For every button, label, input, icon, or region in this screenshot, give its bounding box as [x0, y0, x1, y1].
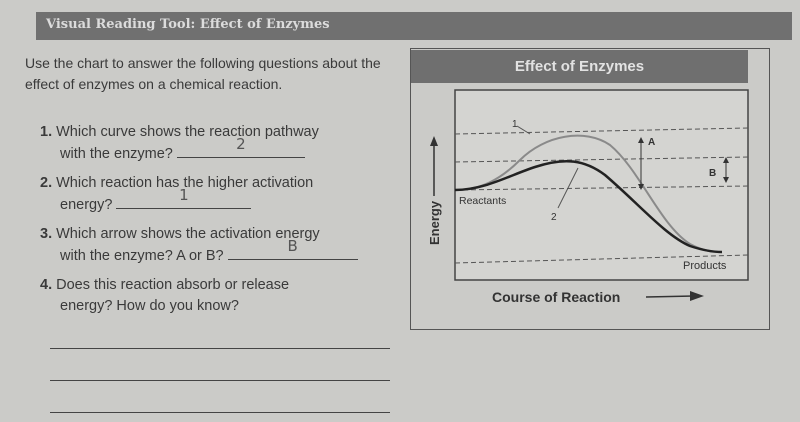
question-text: Which curve shows the reaction pathway [56, 124, 319, 140]
curve-2-label: 2 [551, 212, 557, 223]
question-4: 4. Does this reaction absorb or release … [40, 275, 289, 317]
curve-1-label: 1 [512, 119, 518, 130]
handwritten-answer: 1 [179, 186, 189, 204]
answer-line[interactable] [50, 412, 390, 413]
arrow-b-heads [723, 157, 729, 183]
x-axis-label: Course of Reaction [492, 289, 620, 305]
y-axis-label: Energy [427, 200, 442, 245]
diagram-box [410, 48, 770, 330]
answer-line[interactable] [50, 380, 390, 381]
dashed-line-peak-2 [454, 156, 749, 163]
question-text: Does this reaction absorb or release [56, 277, 290, 293]
arrow-a-label: A [648, 137, 655, 148]
products-label: Products [683, 260, 727, 272]
question-text: energy? [60, 197, 113, 213]
diagram-title-bar: Effect of Enzymes [411, 50, 748, 83]
x-axis-arrow [645, 295, 695, 298]
handwritten-answer: B [287, 237, 298, 255]
x-axis-arrowhead [690, 291, 704, 301]
question-number: 1. [40, 124, 53, 140]
question-2: 2. Which reaction has the higher activat… [40, 173, 313, 216]
question-text: Which arrow shows the activation energy [56, 226, 320, 242]
question-number: 2. [40, 175, 53, 191]
question-1: 1. Which curve shows the reaction pathwa… [40, 122, 319, 165]
answer-line[interactable] [50, 348, 390, 349]
section-header: Visual Reading Tool: Effect of Enzymes [36, 12, 792, 40]
handwritten-answer: 2 [236, 135, 246, 153]
question-3: 3. Which arrow shows the activation ener… [40, 224, 358, 267]
intro-text: Use the chart to answer the following qu… [25, 55, 381, 92]
question-number: 3. [40, 226, 53, 242]
arrow-a-heads [638, 137, 644, 190]
curve-2 [454, 160, 723, 254]
question-text: with the enzyme? A or B? [60, 248, 224, 264]
dashed-line-products [454, 254, 749, 264]
answer-field[interactable]: B [227, 237, 358, 260]
y-axis-arrowhead [430, 136, 438, 146]
dashed-line-peak-1 [454, 127, 749, 135]
question-number: 4. [40, 277, 53, 293]
arrow-b-label: B [709, 168, 716, 179]
diagram-title: Effect of Enzymes [514, 58, 645, 75]
question-text: energy? How do you know? [60, 298, 239, 314]
reactants-label: Reactants [459, 195, 506, 207]
section-title: Visual Reading Tool: Effect of Enzymes [46, 17, 330, 32]
answer-field[interactable]: 1 [116, 186, 252, 209]
leader-line-2 [557, 167, 579, 209]
leader-line-1 [516, 125, 531, 135]
question-text: with the enzyme? [60, 146, 173, 162]
dashed-line-reactants [454, 185, 749, 191]
plot-area [454, 89, 749, 281]
answer-field[interactable]: 2 [176, 135, 305, 158]
question-text: Which reaction has the higher activation [56, 175, 314, 191]
